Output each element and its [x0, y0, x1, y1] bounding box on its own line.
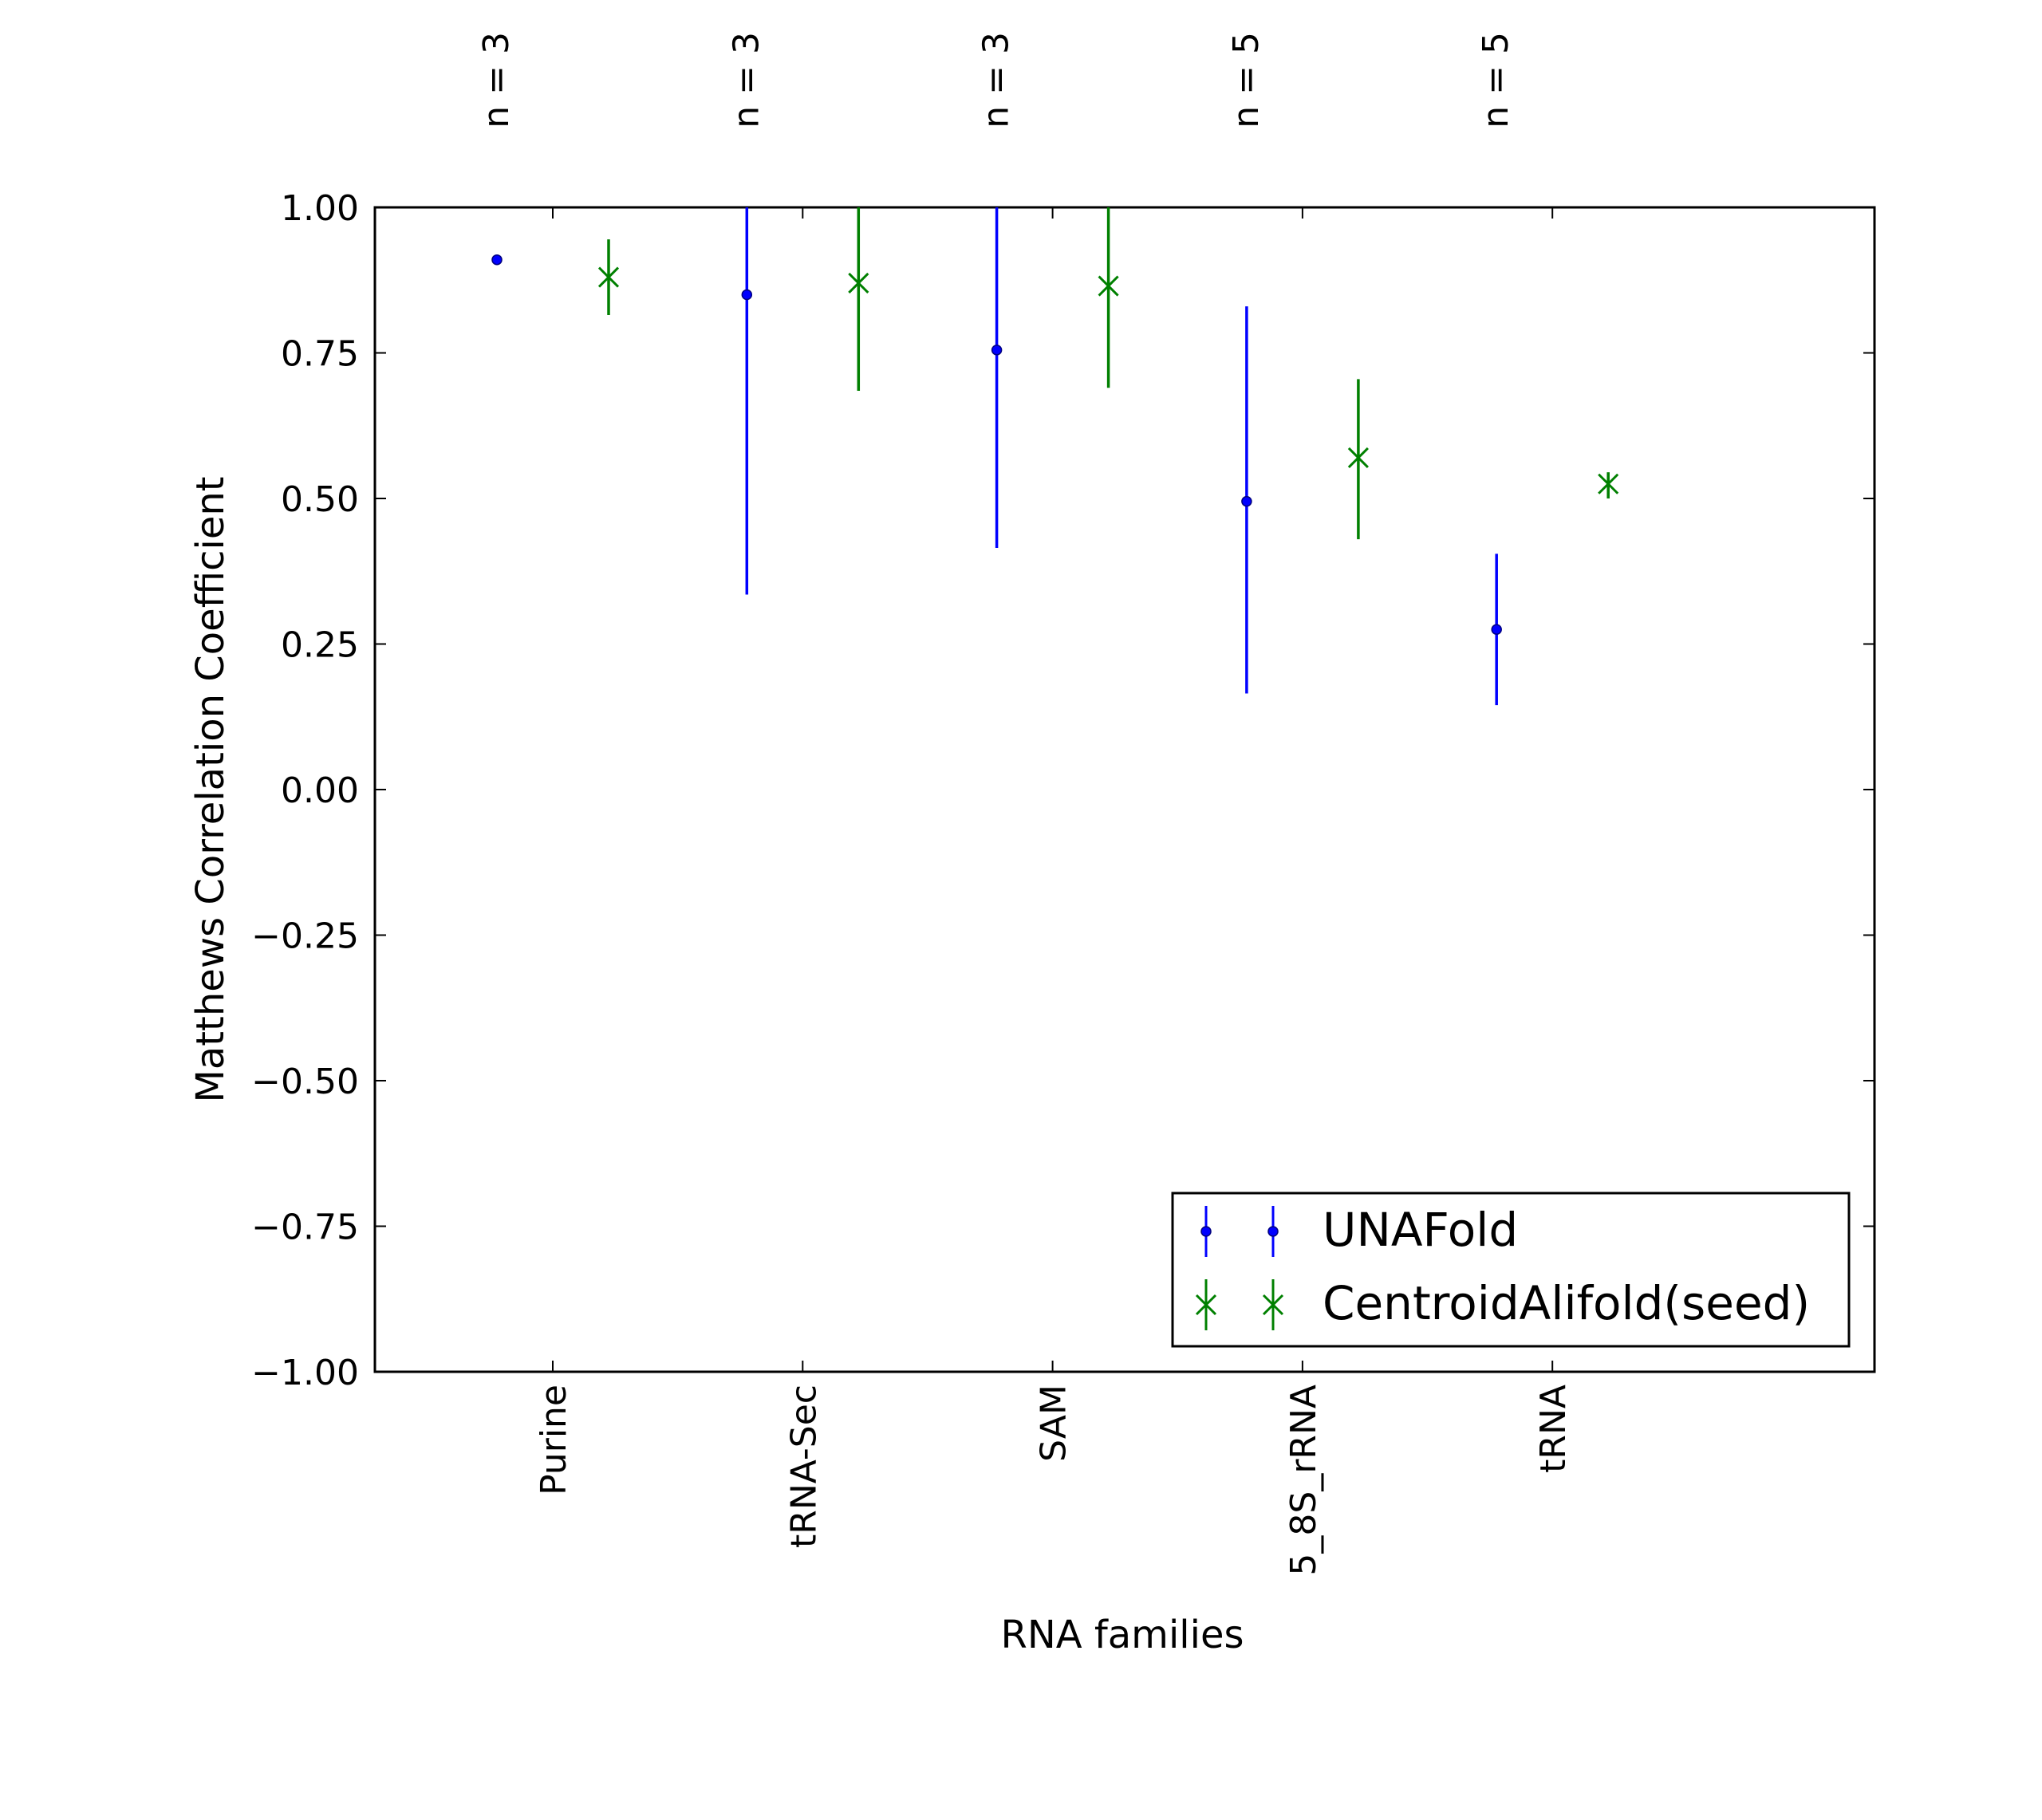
series-centroidalifold [597, 207, 1619, 540]
top-count-label: n = 5 [1226, 32, 1267, 128]
series-unafold [491, 207, 1502, 706]
series-layer [491, 207, 1619, 706]
y-tick-label: −0.50 [251, 1062, 359, 1102]
data-point-marker [491, 254, 503, 266]
x-tick-label: SAM [1034, 1385, 1074, 1462]
y-tick-label: −0.75 [251, 1207, 359, 1248]
data-point-marker [741, 289, 753, 301]
y-tick-label: 0.50 [281, 479, 359, 520]
data-point-marker [1491, 624, 1502, 635]
y-tick-label: 1.00 [281, 188, 359, 229]
x-tick-label: Purine [534, 1385, 574, 1495]
data-point-marker [1241, 495, 1252, 507]
x-tick-label: 5_8S_rRNA [1283, 1385, 1324, 1576]
data-point-marker [1347, 447, 1369, 468]
x-tick-label: tRNA [1533, 1385, 1574, 1473]
data-point-marker [1098, 275, 1119, 297]
x-axis-label: RNA families [1001, 1613, 1244, 1657]
top-count-label: n = 3 [476, 32, 517, 128]
legend-unafold-marker-1 [1200, 1226, 1212, 1237]
data-point-marker [991, 345, 1003, 356]
x-tick-label: tRNA-Sec [783, 1385, 824, 1548]
legend: UNAFold CentroidAlifold(seed) [1171, 1192, 1851, 1348]
top-count-labels: n = 3 n = 3 n = 3 n = 5 n = 5 [476, 32, 1516, 128]
y-tick-label: −0.25 [251, 916, 359, 957]
data-point-marker [1598, 473, 1619, 494]
y-tick-labels: 1.00 0.75 0.50 0.25 0.00 −0.25 −0.50 −0.75 −1.00 [251, 188, 359, 1393]
axis-ticks [375, 207, 1874, 1373]
legend-centroid-marker-1 [1195, 1294, 1217, 1316]
y-tick-label: 0.75 [281, 334, 359, 375]
data-point-marker [848, 272, 869, 293]
top-count-label: n = 3 [726, 32, 767, 128]
plot-area-frame [373, 206, 1876, 1373]
y-axis-label: Matthews Correlation Coefficient [188, 476, 233, 1102]
y-tick-label: 0.25 [281, 625, 359, 666]
legend-label-unafold: UNAFold [1323, 1203, 1518, 1257]
legend-entry-centroidalifold: CentroidAlifold(seed) [1195, 1276, 1810, 1330]
top-count-label: n = 3 [976, 32, 1017, 128]
y-tick-label: −1.00 [251, 1353, 359, 1393]
legend-box [1171, 1192, 1851, 1348]
y-tick-label: 0.00 [281, 770, 359, 811]
legend-label-centroidalifold: CentroidAlifold(seed) [1323, 1276, 1810, 1330]
data-point-marker [597, 266, 620, 288]
legend-centroid-marker-2 [1262, 1294, 1284, 1316]
legend-unafold-marker-2 [1267, 1226, 1279, 1237]
x-tick-labels: Purine tRNA-Sec SAM 5_8S_rRNA tRNA [534, 1385, 1574, 1576]
legend-entry-unafold: UNAFold [1200, 1203, 1518, 1257]
top-count-label: n = 5 [1476, 32, 1516, 128]
